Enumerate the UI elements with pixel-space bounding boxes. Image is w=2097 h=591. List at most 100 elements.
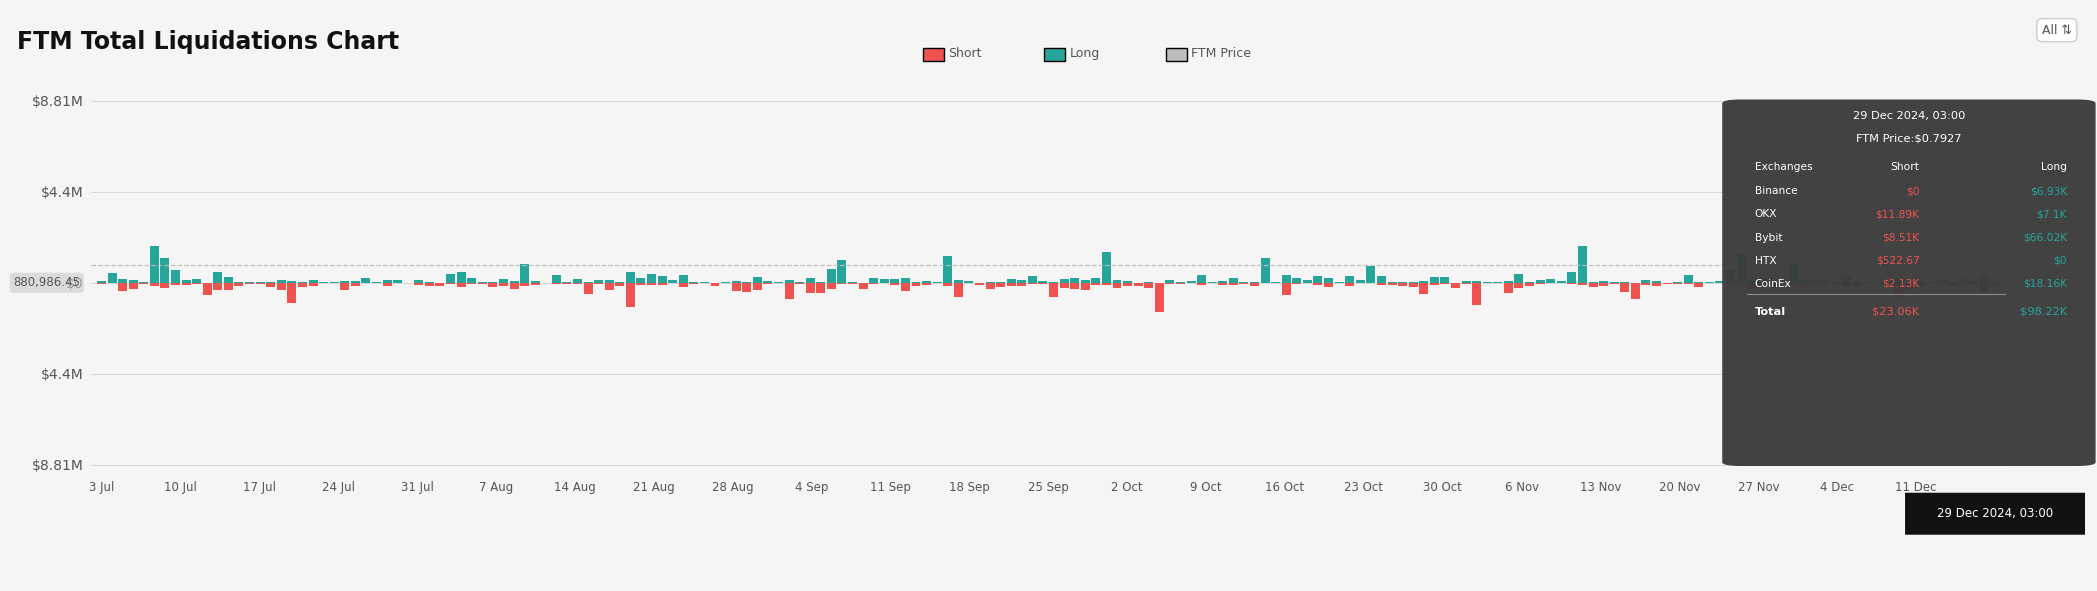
Bar (604, 280, 614, 282)
Bar (902, 278, 910, 282)
Bar (1684, 275, 1692, 282)
Bar (193, 279, 201, 282)
Bar (128, 282, 138, 289)
Bar (986, 282, 994, 289)
Bar (1757, 282, 1768, 287)
Text: $66.02K: $66.02K (2024, 233, 2068, 243)
Bar (1197, 275, 1206, 282)
Bar (1420, 282, 1428, 294)
Bar (478, 282, 487, 284)
Bar (350, 281, 361, 282)
Bar (214, 282, 222, 290)
Bar (1600, 282, 1608, 286)
Bar (721, 282, 730, 283)
Bar (256, 282, 264, 284)
Bar (1822, 280, 1831, 282)
Bar (711, 282, 719, 286)
Bar (392, 280, 403, 282)
Bar (1114, 282, 1122, 288)
Bar (1430, 282, 1439, 285)
Bar (1959, 279, 1967, 282)
Text: $11.89K: $11.89K (1875, 209, 1919, 219)
Bar (891, 282, 900, 285)
Bar (149, 282, 159, 286)
FancyBboxPatch shape (1722, 99, 2095, 466)
Bar (172, 270, 180, 282)
Text: $0: $0 (1906, 186, 1919, 196)
Bar (1556, 281, 1566, 282)
Bar (1843, 277, 1852, 282)
Bar (583, 282, 593, 294)
Text: $2.13K: $2.13K (1883, 279, 1919, 289)
Bar (1535, 282, 1545, 284)
Bar (1239, 282, 1248, 284)
Bar (1313, 277, 1323, 282)
Bar (1822, 282, 1831, 284)
Bar (499, 282, 507, 286)
Bar (1218, 282, 1227, 285)
Bar (1684, 282, 1692, 284)
Bar (172, 282, 180, 285)
Bar (415, 282, 424, 285)
Bar (1134, 282, 1143, 287)
Bar (1388, 282, 1397, 285)
Bar (1124, 281, 1132, 282)
Bar (96, 282, 107, 284)
Bar (805, 282, 816, 293)
Bar (954, 280, 963, 282)
Bar (637, 278, 646, 282)
Bar (478, 281, 487, 282)
Bar (763, 281, 772, 282)
Bar (1896, 282, 1904, 297)
Bar (1462, 282, 1470, 284)
Bar (1535, 281, 1545, 282)
Bar (658, 276, 667, 282)
Bar (159, 258, 170, 282)
Bar (826, 269, 837, 282)
Bar (1504, 282, 1512, 293)
Bar (1694, 282, 1703, 287)
Bar (732, 282, 740, 291)
Bar (277, 282, 285, 290)
Bar (1090, 282, 1101, 285)
Bar (1854, 282, 1862, 286)
Bar (1409, 282, 1418, 287)
Bar (986, 281, 994, 282)
Bar (1980, 282, 1988, 291)
Bar (572, 280, 583, 282)
Bar (287, 282, 296, 303)
Bar (426, 282, 434, 287)
Bar (572, 282, 583, 284)
Text: $0: $0 (2053, 256, 2068, 266)
Bar (1292, 282, 1302, 284)
Bar (1990, 282, 2001, 285)
Bar (847, 282, 858, 284)
Bar (1176, 281, 1185, 282)
Bar (128, 280, 138, 282)
Text: Short: Short (948, 47, 981, 60)
Bar (1514, 274, 1525, 282)
Bar (308, 280, 317, 282)
Bar (1197, 282, 1206, 285)
Bar (996, 281, 1004, 282)
Bar (1080, 280, 1090, 282)
Bar (1906, 282, 1915, 289)
Bar (1028, 282, 1036, 284)
Bar (1378, 276, 1386, 282)
Bar (277, 281, 285, 282)
Bar (1059, 282, 1069, 288)
Bar (149, 246, 159, 282)
Bar (1229, 282, 1237, 285)
Bar (510, 282, 518, 288)
Bar (593, 281, 604, 282)
Bar (690, 282, 698, 284)
Bar (1590, 282, 1598, 287)
Bar (1281, 282, 1292, 295)
Text: $7.1K: $7.1K (2036, 209, 2068, 219)
Bar (1778, 279, 1789, 282)
Bar (531, 282, 539, 285)
Bar (182, 282, 191, 285)
Bar (1525, 281, 1535, 282)
Bar (1007, 282, 1015, 287)
Bar (1673, 282, 1682, 284)
